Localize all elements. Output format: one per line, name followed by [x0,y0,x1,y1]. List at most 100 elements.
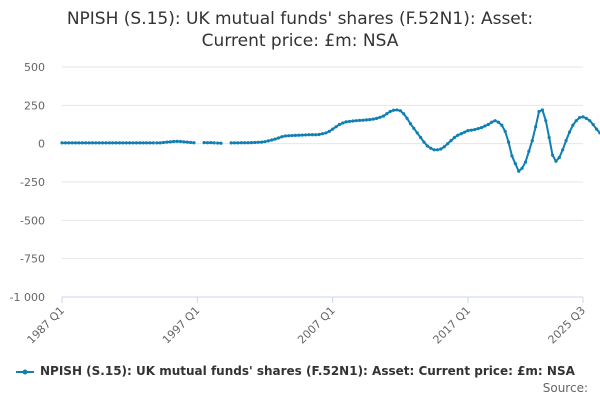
data-point [239,141,243,145]
data-point [435,148,440,152]
data-point [537,109,541,114]
data-point [155,141,159,145]
data-point [256,140,260,144]
y-tick-label: 500 [24,61,45,74]
data-point [117,141,122,145]
data-point [314,133,318,137]
x-tick-label: 2007 Q1 [295,304,338,347]
data-point [178,139,183,144]
chart-title-line-1: NPISH (S.15): UK mutual funds' shares (F… [66,9,534,29]
data-point [334,125,338,129]
data-point [63,141,67,145]
data-point [165,140,169,144]
y-tick-label: -500 [20,214,45,227]
data-point [398,109,402,113]
data-point [331,127,335,131]
data-point [175,139,179,143]
data-point [148,141,152,145]
data-point [77,141,81,145]
data-point [395,108,399,112]
data-point [172,139,176,144]
data-point [60,141,64,145]
data-point [134,141,139,145]
data-point [84,141,88,145]
y-tick-label: -1 000 [10,291,45,304]
y-tick-label: -250 [20,176,45,189]
data-point [70,141,74,145]
data-point [493,119,497,123]
data-point [483,124,487,128]
legend[interactable]: NPISH (S.15): UK mutual funds' shares (F… [16,364,575,378]
data-point [168,140,172,144]
data-point [419,135,423,140]
data-point [415,131,419,135]
data-point [354,119,358,123]
data-point [73,141,78,145]
data-point [490,120,494,124]
data-point [243,141,247,145]
data-point [94,141,98,145]
data-point [158,141,162,145]
data-point [317,132,321,137]
chart-title-line-2: Current price: £m: NSA [201,31,399,51]
data-point [293,133,298,137]
data-point [124,141,128,145]
data-point [459,132,463,136]
data-point [462,130,467,134]
data-point [429,146,433,150]
data-point [280,135,284,139]
data-point [182,140,186,144]
data-point [503,129,507,133]
data-point [517,169,521,173]
data-point [439,147,443,151]
x-tick-label: 2025 Q3 [546,304,589,347]
data-point [185,140,189,144]
x-tick-label: 1987 Q1 [25,304,68,347]
data-point [466,129,470,133]
data-point [361,118,365,122]
data-point [303,133,308,137]
data-point [449,139,453,143]
data-point [412,126,416,130]
series-line-segment [231,108,600,173]
data-point [344,120,348,124]
data-point [594,127,599,131]
data-point [276,136,281,140]
data-point [144,141,149,145]
data-point [540,108,545,112]
data-point [402,112,406,116]
data-point [188,140,193,145]
data-point [581,115,585,119]
data-point [67,141,71,145]
data-point [425,144,429,148]
data-point [513,162,517,166]
data-point [209,140,213,145]
data-point [432,148,436,152]
data-point [574,119,578,123]
data-point [121,141,125,145]
data-point [584,116,588,120]
data-point [388,109,392,114]
data-point [405,116,409,120]
series-group [60,108,600,173]
data-point [469,128,473,132]
data-point [446,142,450,146]
data-point [571,123,575,127]
data-point [564,139,568,143]
data-point [520,166,524,170]
data-point [534,125,538,129]
data-point [371,117,375,121]
y-tick-label: 250 [24,99,45,112]
data-point [327,129,331,133]
data-point [90,141,95,145]
y-tick-label: 0 [38,138,45,151]
data-point [131,141,135,145]
data-point [138,141,142,145]
data-point [320,132,325,136]
data-point [557,155,561,160]
data-point [456,133,460,137]
data-point [547,135,551,140]
data-point [550,153,555,157]
